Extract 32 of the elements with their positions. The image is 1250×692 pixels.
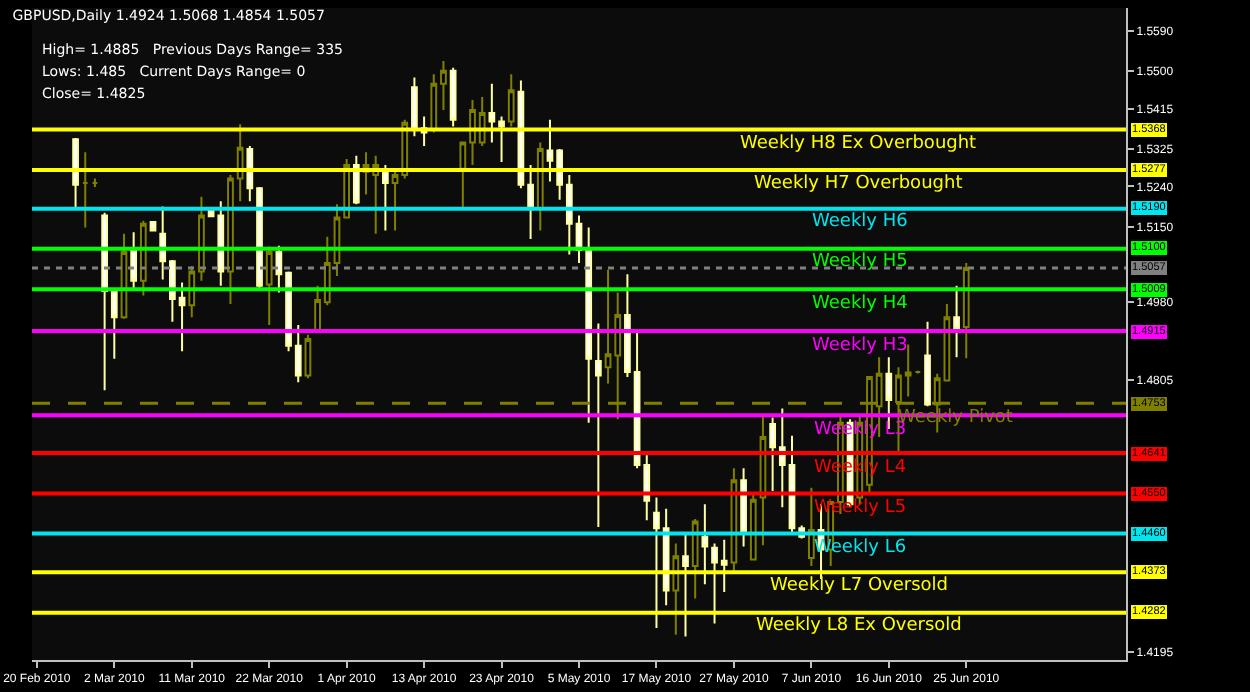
candlestick bbox=[130, 231, 138, 291]
candlestick bbox=[265, 245, 273, 326]
ref-line-label: Weekly L8 Ex Oversold bbox=[756, 616, 962, 636]
ref-line-label: Weekly H4 bbox=[812, 294, 909, 314]
candlestick bbox=[962, 262, 970, 360]
candlestick bbox=[382, 164, 389, 232]
candlestick bbox=[449, 66, 457, 128]
candlestick bbox=[759, 415, 767, 547]
candlestick bbox=[507, 73, 515, 128]
ref-line-label: Weekly H8 Ex Overbought bbox=[740, 134, 978, 154]
candlestick bbox=[352, 154, 360, 206]
candlestick bbox=[304, 333, 312, 380]
candlestick bbox=[72, 136, 79, 209]
candlestick bbox=[149, 221, 157, 232]
candlestick bbox=[740, 467, 747, 548]
ref-line-label: Weekly H6 bbox=[812, 212, 909, 232]
candlestick bbox=[536, 141, 544, 232]
candlestick bbox=[585, 226, 593, 424]
candlestick bbox=[672, 542, 680, 636]
candlestick bbox=[81, 151, 89, 229]
candlestick bbox=[91, 177, 99, 188]
ref-line-label: Weekly H3 bbox=[812, 336, 908, 356]
candlestick bbox=[691, 517, 699, 600]
candlestick bbox=[807, 486, 815, 568]
ref-line-label: Weekly H5 bbox=[812, 252, 908, 272]
ref-line-label: Weekly H7 Overbought bbox=[754, 174, 964, 194]
candlestick bbox=[749, 493, 757, 561]
ref-line-label: Weekly L7 Oversold bbox=[770, 576, 949, 596]
candlestick bbox=[924, 320, 931, 408]
candlestick bbox=[682, 532, 689, 638]
candlestick bbox=[953, 284, 960, 359]
candlestick bbox=[595, 322, 602, 528]
